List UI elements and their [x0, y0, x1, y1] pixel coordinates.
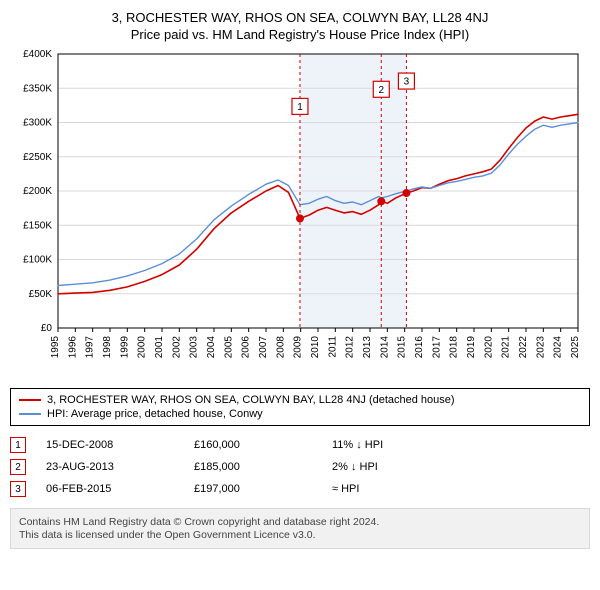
- svg-text:2008: 2008: [275, 336, 286, 359]
- svg-text:1996: 1996: [67, 336, 78, 359]
- event-row: 3 06-FEB-2015 £197,000 ≈ HPI: [10, 478, 590, 500]
- svg-text:2009: 2009: [293, 336, 304, 359]
- svg-text:2022: 2022: [518, 336, 529, 359]
- svg-text:2011: 2011: [327, 336, 338, 358]
- svg-text:£150K: £150K: [23, 220, 52, 231]
- svg-text:1998: 1998: [102, 336, 113, 359]
- event-marker: 2: [10, 459, 26, 475]
- svg-text:2001: 2001: [154, 336, 165, 359]
- svg-text:£400K: £400K: [23, 49, 52, 60]
- legend-row: 3, ROCHESTER WAY, RHOS ON SEA, COLWYN BA…: [19, 393, 581, 407]
- chart: £0 £50K £100K £150K £200K £250K £300K £350K £400…: [10, 48, 590, 378]
- legend-row: HPI: Average price, detached house, Conw…: [19, 407, 581, 421]
- svg-text:1995: 1995: [50, 336, 61, 359]
- svg-text:1999: 1999: [119, 336, 130, 359]
- svg-text:2013: 2013: [362, 336, 373, 359]
- event-price: £160,000: [194, 439, 324, 451]
- svg-text:2002: 2002: [171, 336, 182, 359]
- svg-text:2007: 2007: [258, 336, 269, 359]
- footer-note: Contains HM Land Registry data © Crown c…: [10, 508, 590, 549]
- svg-text:2019: 2019: [466, 336, 477, 359]
- svg-text:1997: 1997: [85, 336, 96, 359]
- chart-svg: £0 £50K £100K £150K £200K £250K £300K £350K £400…: [10, 48, 590, 378]
- svg-text:£200K: £200K: [23, 186, 52, 197]
- legend-swatch: [19, 413, 41, 415]
- legend: 3, ROCHESTER WAY, RHOS ON SEA, COLWYN BA…: [10, 388, 590, 426]
- svg-text:2006: 2006: [241, 336, 252, 359]
- event-row: 1 15-DEC-2008 £160,000 11% ↓ HPI: [10, 434, 590, 456]
- event-delta: ≈ HPI: [332, 483, 590, 495]
- svg-text:2005: 2005: [223, 336, 234, 359]
- svg-text:2024: 2024: [553, 336, 564, 359]
- legend-swatch: [19, 399, 41, 401]
- svg-text:2021: 2021: [501, 336, 512, 359]
- svg-text:2025: 2025: [570, 336, 581, 359]
- title-address: 3, ROCHESTER WAY, RHOS ON SEA, COLWYN BA…: [10, 10, 590, 25]
- event-date: 06-FEB-2015: [46, 483, 186, 495]
- svg-text:£350K: £350K: [23, 83, 52, 94]
- svg-text:2015: 2015: [397, 336, 408, 359]
- footer-line2: This data is licensed under the Open Gov…: [19, 529, 581, 541]
- page-root: 3, ROCHESTER WAY, RHOS ON SEA, COLWYN BA…: [0, 0, 600, 559]
- svg-text:£100K: £100K: [23, 255, 52, 266]
- event-date: 23-AUG-2013: [46, 461, 186, 473]
- event-delta: 2% ↓ HPI: [332, 461, 590, 473]
- svg-text:2: 2: [378, 85, 384, 96]
- svg-text:3: 3: [404, 77, 410, 88]
- svg-text:2023: 2023: [535, 336, 546, 359]
- svg-text:2010: 2010: [310, 336, 321, 359]
- svg-text:£250K: £250K: [23, 152, 52, 163]
- event-price: £197,000: [194, 483, 324, 495]
- title-subtitle: Price paid vs. HM Land Registry's House …: [10, 27, 590, 42]
- legend-label: 3, ROCHESTER WAY, RHOS ON SEA, COLWYN BA…: [47, 394, 455, 406]
- event-delta: 11% ↓ HPI: [332, 439, 590, 451]
- svg-text:£50K: £50K: [29, 289, 53, 300]
- svg-text:2004: 2004: [206, 336, 217, 359]
- titles: 3, ROCHESTER WAY, RHOS ON SEA, COLWYN BA…: [10, 10, 590, 42]
- svg-text:2014: 2014: [379, 336, 390, 359]
- svg-text:2020: 2020: [483, 336, 494, 359]
- svg-text:£300K: £300K: [23, 118, 52, 129]
- legend-label: HPI: Average price, detached house, Conw…: [47, 408, 263, 420]
- event-row: 2 23-AUG-2013 £185,000 2% ↓ HPI: [10, 456, 590, 478]
- svg-text:2003: 2003: [189, 336, 200, 359]
- svg-text:1: 1: [297, 102, 303, 113]
- svg-text:2016: 2016: [414, 336, 425, 359]
- svg-text:2000: 2000: [137, 336, 148, 359]
- event-marker: 1: [10, 437, 26, 453]
- event-marker: 3: [10, 481, 26, 497]
- svg-text:£0: £0: [41, 323, 53, 334]
- event-price: £185,000: [194, 461, 324, 473]
- svg-text:2012: 2012: [345, 336, 356, 359]
- events-table: 1 15-DEC-2008 £160,000 11% ↓ HPI 2 23-AUG-201…: [10, 434, 590, 500]
- svg-text:2017: 2017: [431, 336, 442, 359]
- svg-text:2018: 2018: [449, 336, 460, 359]
- footer-line1: Contains HM Land Registry data © Crown c…: [19, 516, 581, 528]
- event-date: 15-DEC-2008: [46, 439, 186, 451]
